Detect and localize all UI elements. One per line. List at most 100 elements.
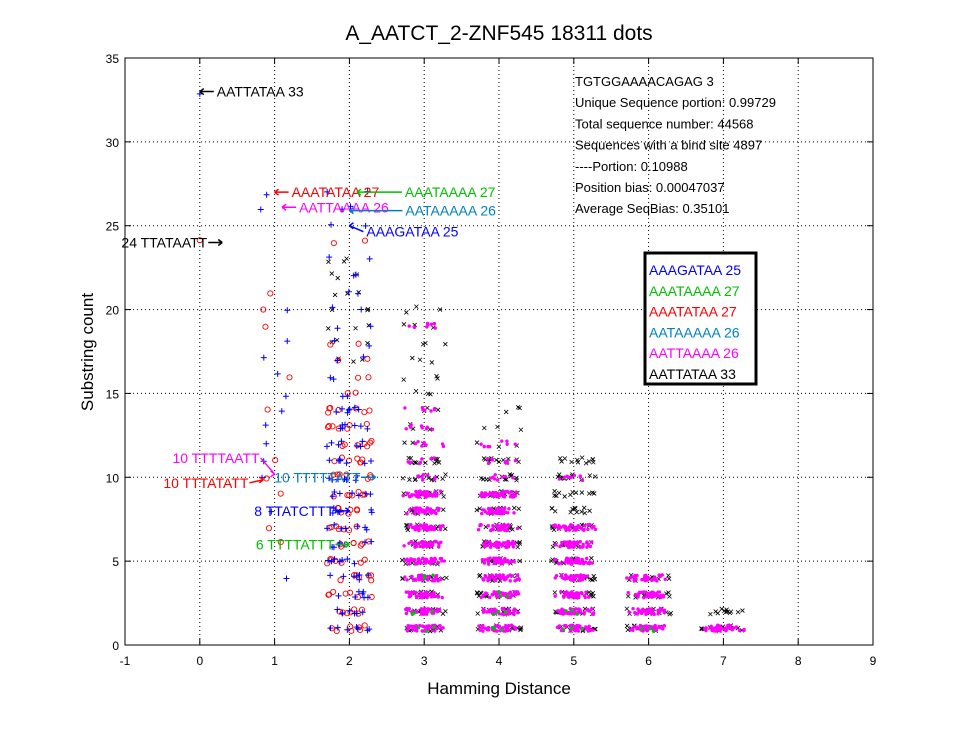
point-plus	[263, 191, 270, 198]
point-x	[591, 491, 597, 496]
point-x	[417, 357, 423, 363]
point-dot	[513, 459, 518, 463]
point-dot	[560, 610, 564, 614]
annotation-label: 24 TTATAATT	[121, 234, 207, 250]
point-dot	[426, 609, 430, 614]
point-plus	[366, 342, 373, 349]
point-dot	[638, 609, 642, 613]
point-dot	[501, 542, 505, 546]
point-plus	[358, 306, 365, 313]
point-dot	[560, 607, 564, 611]
point-dot	[633, 592, 638, 597]
y-tick-label: 35	[106, 52, 120, 66]
annotation-label: AATAAAAA 26	[405, 203, 496, 219]
point-dot	[584, 590, 588, 594]
point-dot	[569, 523, 573, 528]
point-dot	[652, 612, 656, 617]
point-dot	[414, 562, 418, 566]
point-x	[443, 608, 448, 614]
point-x	[435, 376, 440, 381]
legend: AAAGATAA 25 AAATAAAA 27 AAATATAA 27 AATAAAA…	[643, 251, 758, 386]
point-dot	[413, 441, 418, 446]
annotation-label: 10 TTTATATT	[163, 475, 248, 491]
point-dot	[492, 560, 497, 565]
point-x	[413, 388, 419, 394]
point-dot	[564, 526, 569, 530]
point-dot	[487, 595, 492, 600]
point-dot	[492, 612, 496, 616]
info-line: Total sequence number: 44568	[575, 116, 754, 131]
point-dot	[418, 544, 422, 549]
point-dot	[421, 478, 425, 482]
point-plus	[345, 407, 352, 414]
point-plus	[329, 509, 336, 516]
point-dot	[495, 507, 499, 512]
point-x	[708, 611, 713, 617]
point-dot	[487, 445, 492, 449]
point-plus	[328, 439, 335, 446]
point-plus	[334, 325, 341, 332]
point-dot	[478, 523, 482, 528]
point-dot	[414, 489, 418, 494]
point-circle	[361, 622, 368, 629]
point-dot	[511, 545, 516, 549]
point-dot	[506, 607, 511, 611]
point-circle	[263, 475, 270, 482]
point-dot	[420, 561, 424, 565]
point-dot	[426, 473, 430, 477]
point-dot	[565, 575, 569, 579]
point-dot	[572, 473, 577, 478]
point-dot	[570, 626, 574, 630]
point-x	[404, 310, 409, 315]
point-dot	[432, 591, 436, 595]
point-dot	[491, 491, 496, 495]
point-dot	[430, 427, 435, 432]
point-x	[740, 608, 745, 613]
point-dot	[553, 594, 557, 598]
point-dot	[499, 594, 503, 598]
point-dot	[405, 512, 409, 516]
point-dot	[504, 544, 509, 548]
point-dot	[645, 594, 649, 598]
point-plus	[353, 442, 360, 449]
info-line: Average SeqBias: 0.35101	[575, 201, 729, 216]
point-dot	[486, 461, 491, 466]
point-dot	[742, 627, 746, 632]
x-tick-label: 0	[196, 654, 203, 668]
point-dot	[483, 626, 487, 630]
point-x	[592, 576, 598, 582]
point-x	[444, 575, 449, 581]
point-dot	[633, 573, 637, 578]
point-dot	[655, 579, 659, 583]
annotation: 10 TTTTTATT	[274, 469, 377, 485]
point-plus	[346, 607, 353, 614]
point-dot	[572, 528, 576, 532]
point-dot	[574, 560, 578, 565]
point-dot	[426, 607, 430, 611]
point-plus	[331, 556, 338, 563]
point-dot	[515, 526, 520, 531]
point-plus	[362, 222, 369, 229]
point-dot	[660, 573, 664, 577]
point-dot	[486, 524, 490, 528]
point-x	[562, 494, 567, 499]
point-dot	[554, 573, 559, 578]
annotation-arrow	[348, 222, 364, 233]
point-x	[514, 477, 519, 483]
point-dot	[481, 629, 485, 633]
point-dot	[437, 608, 442, 612]
point-circle	[358, 606, 366, 613]
point-dot	[586, 561, 590, 565]
point-plus	[340, 573, 347, 580]
point-dot	[644, 612, 648, 616]
point-dot	[506, 539, 510, 544]
point-dot	[414, 544, 418, 549]
info-line: TGTGGAAAACAGAG 3	[575, 74, 714, 89]
point-circle	[326, 405, 333, 412]
point-dot	[403, 406, 407, 410]
point-dot	[416, 506, 420, 511]
point-plus	[352, 594, 359, 601]
point-x	[517, 405, 522, 411]
point-dot	[483, 491, 488, 495]
point-dot	[421, 595, 425, 599]
